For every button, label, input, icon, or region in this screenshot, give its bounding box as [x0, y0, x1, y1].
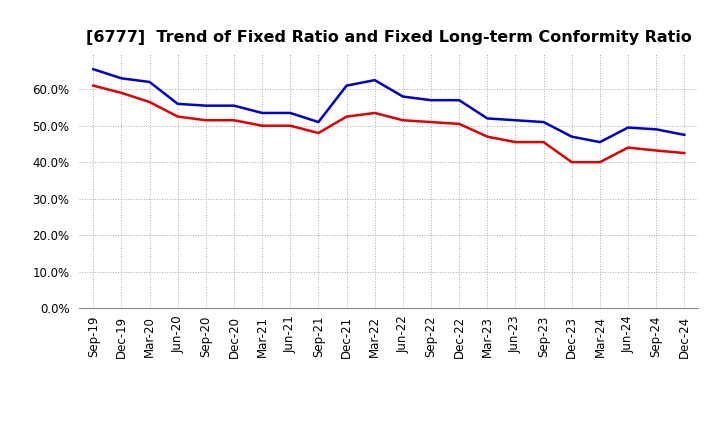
Line: Fixed Long-term Conformity Ratio: Fixed Long-term Conformity Ratio: [94, 86, 684, 162]
Fixed Long-term Conformity Ratio: [230, 117, 238, 123]
Fixed Ratio: [427, 98, 436, 103]
Fixed Ratio: [680, 132, 688, 137]
Fixed Long-term Conformity Ratio: [652, 148, 660, 153]
Fixed Ratio: [117, 76, 126, 81]
Fixed Ratio: [286, 110, 294, 116]
Fixed Long-term Conformity Ratio: [567, 160, 576, 165]
Fixed Long-term Conformity Ratio: [427, 119, 436, 125]
Fixed Long-term Conformity Ratio: [680, 150, 688, 156]
Fixed Ratio: [455, 98, 464, 103]
Fixed Ratio: [624, 125, 632, 130]
Fixed Ratio: [595, 139, 604, 145]
Fixed Ratio: [202, 103, 210, 108]
Fixed Ratio: [314, 119, 323, 125]
Fixed Ratio: [511, 117, 520, 123]
Fixed Long-term Conformity Ratio: [399, 117, 408, 123]
Fixed Ratio: [539, 119, 548, 125]
Line: Fixed Ratio: Fixed Ratio: [94, 69, 684, 142]
Fixed Long-term Conformity Ratio: [174, 114, 182, 119]
Fixed Long-term Conformity Ratio: [314, 130, 323, 136]
Fixed Ratio: [399, 94, 408, 99]
Fixed Ratio: [258, 110, 266, 116]
Fixed Ratio: [230, 103, 238, 108]
Fixed Long-term Conformity Ratio: [624, 145, 632, 150]
Fixed Long-term Conformity Ratio: [286, 123, 294, 128]
Fixed Long-term Conformity Ratio: [258, 123, 266, 128]
Fixed Long-term Conformity Ratio: [202, 117, 210, 123]
Fixed Long-term Conformity Ratio: [145, 99, 154, 105]
Fixed Long-term Conformity Ratio: [117, 90, 126, 95]
Fixed Ratio: [370, 77, 379, 83]
Fixed Ratio: [145, 79, 154, 84]
Fixed Long-term Conformity Ratio: [370, 110, 379, 116]
Title: [6777]  Trend of Fixed Ratio and Fixed Long-term Conformity Ratio: [6777] Trend of Fixed Ratio and Fixed Lo…: [86, 29, 692, 45]
Fixed Ratio: [174, 101, 182, 106]
Fixed Ratio: [652, 127, 660, 132]
Fixed Ratio: [342, 83, 351, 88]
Fixed Long-term Conformity Ratio: [89, 83, 98, 88]
Fixed Ratio: [567, 134, 576, 139]
Fixed Ratio: [483, 116, 492, 121]
Fixed Long-term Conformity Ratio: [455, 121, 464, 127]
Fixed Long-term Conformity Ratio: [539, 139, 548, 145]
Fixed Long-term Conformity Ratio: [342, 114, 351, 119]
Fixed Ratio: [89, 66, 98, 72]
Fixed Long-term Conformity Ratio: [511, 139, 520, 145]
Fixed Long-term Conformity Ratio: [483, 134, 492, 139]
Fixed Long-term Conformity Ratio: [595, 160, 604, 165]
